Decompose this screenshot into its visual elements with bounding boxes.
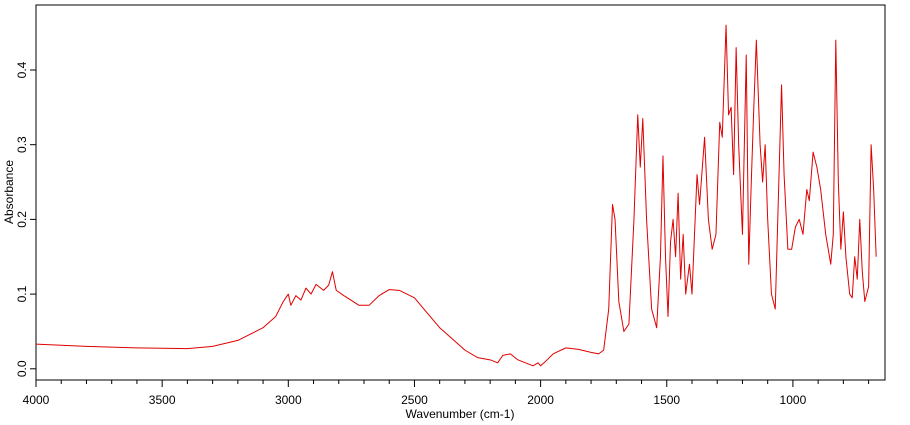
- x-tick-label: 2000: [527, 393, 554, 407]
- x-tick-label: 3500: [149, 393, 176, 407]
- y-tick-label: 0.0: [15, 360, 29, 377]
- y-tick-label: 0.3: [15, 136, 29, 153]
- y-tick-label: 0.4: [15, 61, 29, 78]
- x-axis-label: Wavenumber (cm-1): [406, 407, 515, 421]
- spectrum-line: [35, 24, 877, 367]
- y-axis-label: Absorbance: [2, 160, 16, 224]
- x-tick-label: 2500: [401, 393, 428, 407]
- plot-frame: [35, 4, 886, 381]
- x-tick-label: 3000: [275, 393, 302, 407]
- y-tick-label: 0.2: [15, 211, 29, 228]
- x-tick-label: 4000: [23, 393, 50, 407]
- x-tick-label: 1500: [653, 393, 680, 407]
- y-tick-label: 0.1: [15, 285, 29, 302]
- x-tick-label: 1000: [780, 393, 807, 407]
